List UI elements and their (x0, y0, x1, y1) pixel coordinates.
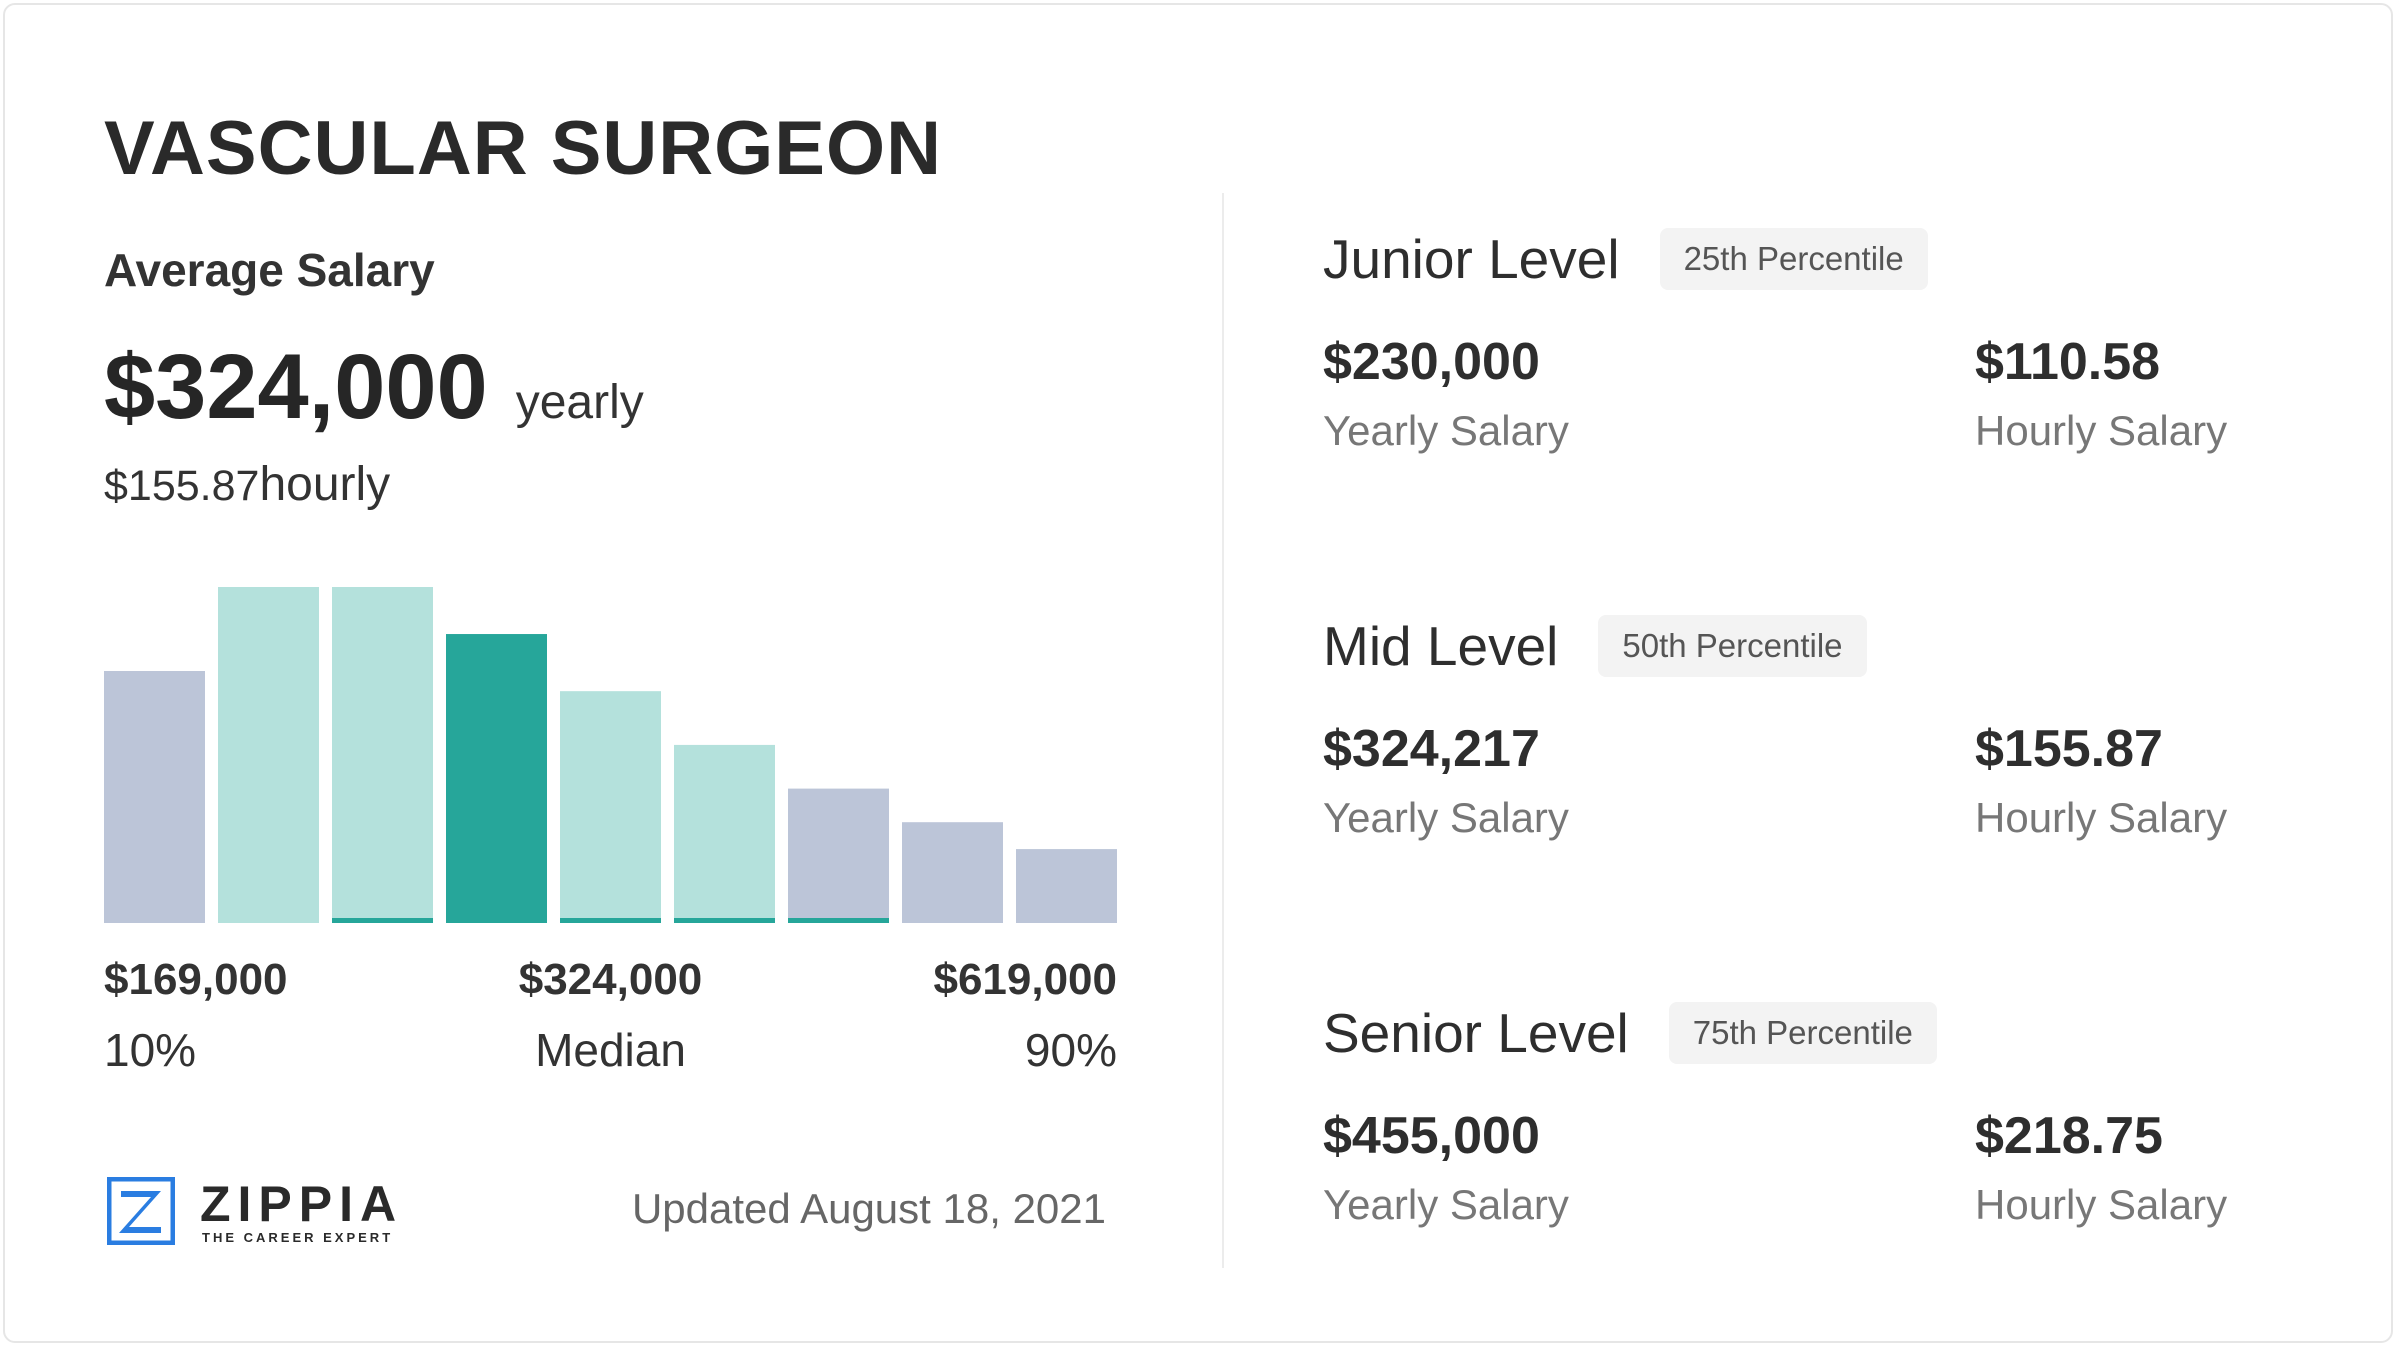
yearly-salary: $230,000 (1323, 333, 1540, 391)
yearly-unit: yearly (515, 376, 644, 429)
level-header: Mid Level 50th Percentile (1323, 614, 1867, 678)
hourly-label: Hourly Salary (1975, 1181, 2228, 1228)
level-block: Mid Level 50th Percentile $324,217 Yearly S… (1323, 614, 2253, 894)
updated-date: Updated August 18, 2021 (631, 1185, 1106, 1232)
hourly-salary: $110.58 (1975, 333, 2161, 391)
histogram-bar (332, 587, 433, 923)
percentile-badge: 50th Percentile (1598, 615, 1867, 677)
yearly-salary: $455,000 (1323, 1107, 1540, 1165)
bar-accent (560, 918, 661, 923)
yearly-label: Yearly Salary (1323, 1181, 1569, 1228)
average-yearly-row: $324,000 yearly (104, 335, 644, 440)
marker-label: Median (535, 1024, 686, 1076)
level-header: Senior Level 75th Percentile (1323, 1001, 1937, 1065)
yearly-label: Yearly Salary (1323, 407, 1569, 454)
level-header: Junior Level 25th Percentile (1323, 227, 1928, 291)
histogram-bar (446, 634, 547, 923)
bar-accent (674, 918, 775, 923)
bar-accent (332, 918, 433, 923)
marker-value: $324,000 (518, 955, 703, 1004)
percentile-badge: 75th Percentile (1668, 1002, 1937, 1064)
level-block: Senior Level 75th Percentile $455,000 Yearl… (1323, 1001, 2253, 1281)
histogram-bar (218, 587, 319, 923)
hourly-label: Hourly Salary (1975, 407, 2228, 454)
average-label: Average Salary (104, 244, 435, 296)
average-yearly: $324,000 (104, 336, 488, 438)
marker-label: 10% (104, 1024, 197, 1076)
divider (1222, 193, 1224, 1268)
average-hourly-row: $155.87 hourly (104, 457, 390, 512)
average-hourly: $155.87 (104, 462, 260, 510)
marker-label: 90% (1024, 1024, 1117, 1076)
histogram-bar (1016, 849, 1117, 923)
histogram-bar (902, 822, 1003, 923)
yearly-label: Yearly Salary (1323, 794, 1569, 841)
logo-tagline: THE CAREER EXPERT (202, 1230, 394, 1245)
level-name: Junior Level (1323, 228, 1620, 290)
level-name: Mid Level (1323, 615, 1559, 677)
histogram-bar (560, 691, 661, 923)
histogram-bar (674, 744, 775, 923)
logo-name: ZIPPIA (200, 1176, 404, 1232)
hourly-label: Hourly Salary (1975, 794, 2228, 841)
percentile-badge: 25th Percentile (1659, 228, 1928, 290)
level-name: Senior Level (1323, 1002, 1629, 1064)
histogram (104, 587, 1117, 923)
bar-accent (788, 918, 889, 923)
histogram-bar (104, 671, 205, 923)
marker-value: $619,000 (933, 955, 1117, 1004)
card: VASCULAR SURGEON Average Salary $324,000… (3, 3, 2393, 1343)
yearly-salary: $324,217 (1323, 720, 1540, 778)
logo-icon (107, 1177, 175, 1245)
hourly-unit: hourly (259, 458, 391, 511)
histogram-bar (788, 788, 889, 923)
hourly-salary: $155.87 (1975, 720, 2163, 778)
level-block: Junior Level 25th Percentile $230,000 Yearl… (1323, 227, 2253, 507)
title: VASCULAR SURGEON (104, 106, 942, 191)
marker-value: $169,000 (104, 955, 288, 1004)
hourly-salary: $218.75 (1975, 1107, 2163, 1165)
